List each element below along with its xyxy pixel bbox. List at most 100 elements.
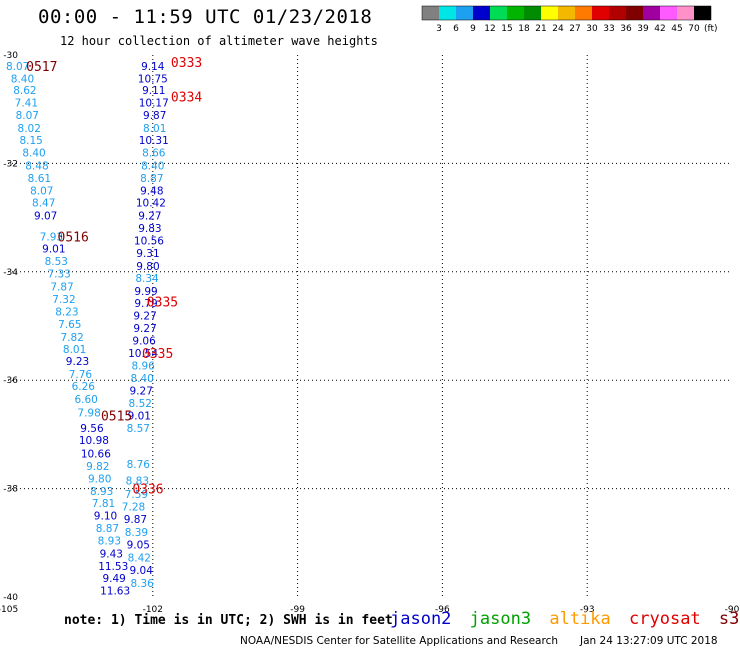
colorbar-swatch (439, 6, 456, 20)
colorbar-swatch (507, 6, 524, 20)
legend-s3a: s3a (718, 609, 740, 629)
wave-height-point: 8.53 (45, 256, 68, 268)
wave-height-point: 7.93 (40, 232, 63, 244)
legend-cryosat: cryosat (629, 609, 701, 629)
wave-height-point: 8.57 (127, 423, 150, 435)
wave-height-point: 7.41 (15, 98, 38, 110)
y-tick-label: -36 (3, 376, 18, 386)
y-tick-label: -32 (3, 159, 18, 169)
wave-height-point: 7.28 (122, 501, 145, 513)
colorbar-swatch (558, 6, 575, 20)
y-tick-label: -30 (3, 51, 18, 61)
wave-height-point: 9.99 (134, 286, 157, 298)
y-tick-label: -40 (3, 593, 18, 603)
wave-height-point: 7.33 (47, 268, 70, 280)
wave-height-point: 9.79 (134, 298, 157, 310)
wave-height-point: 10.42 (136, 197, 166, 209)
wave-height-point: 6.60 (74, 394, 97, 406)
time-label: 0336 (132, 483, 163, 498)
wave-height-point: 8.66 (142, 148, 166, 160)
wave-height-point: 8.62 (13, 85, 36, 97)
time-label: 0335 (142, 347, 173, 362)
generated-timestamp: Jan 24 13:27:09 UTC 2018 (580, 635, 718, 647)
wave-height-point: 9.82 (86, 461, 109, 473)
time-label: 0333 (171, 56, 202, 71)
colorbar-label: 27 (569, 24, 580, 34)
wave-height-point: 8.01 (63, 344, 86, 356)
wave-height-point: 8.07 (30, 186, 53, 198)
x-tick-label: -96 (435, 605, 450, 615)
wave-height-point: 9.23 (66, 356, 89, 368)
wave-height-point: 7.32 (52, 294, 75, 306)
wave-height-point: 9.01 (42, 243, 65, 255)
wave-height-point: 10.54 (128, 348, 158, 360)
colorbar-swatch (609, 6, 626, 20)
wave-height-point: 9.48 (140, 186, 163, 198)
colorbar-swatch (524, 6, 541, 20)
colorbar-swatch (643, 6, 660, 20)
satellite-legend: jason2 jason3 altika cryosat s3a (390, 609, 740, 629)
wave-height-point: 8.36 (130, 578, 154, 590)
x-tick-label: -105 (0, 605, 18, 615)
y-tick-label: -38 (3, 485, 18, 495)
colorbar-swatch (456, 6, 473, 20)
wave-height-point: 8.48 (25, 161, 48, 173)
wave-height-point: 8.40 (130, 373, 153, 385)
time-label: 0517 (26, 60, 57, 75)
colorbar-label: 36 (620, 24, 632, 34)
x-tick-label: -90 (725, 605, 740, 615)
colorbar-label: 3 (436, 24, 442, 34)
wave-height-point: 8.61 (28, 173, 51, 185)
time-label: 0335 (147, 296, 178, 311)
colorbar-label: 30 (586, 24, 598, 34)
time-label: 0516 (58, 231, 89, 246)
wave-height-point: 8.23 (55, 306, 78, 318)
wave-height-point: 8.15 (19, 135, 42, 147)
legend-jason2: jason2 (390, 609, 452, 629)
colorbar-label: 42 (654, 24, 665, 34)
wave-height-point: 9.10 (94, 511, 117, 523)
wave-height-point: 8.01 (143, 123, 166, 135)
wave-height-point: 11.63 (100, 585, 130, 597)
wave-height-point: 8.40 (141, 161, 164, 173)
wave-height-point: 9.01 (128, 410, 151, 422)
wave-height-point: 9.31 (136, 248, 159, 260)
legend-altika: altika (549, 609, 611, 629)
wave-height-point: 8.39 (125, 527, 148, 539)
y-tick-label: -34 (3, 268, 18, 278)
wave-height-point: 8.87 (96, 523, 119, 535)
colorbar-swatch (575, 6, 592, 20)
wave-height-point: 8.52 (129, 398, 152, 410)
wave-height-point: 9.27 (133, 311, 156, 323)
colorbar-frame (421, 5, 712, 21)
colorbar-swatch (473, 6, 490, 20)
wave-height-point: 8.34 (135, 273, 159, 285)
wave-height-point: 8.40 (22, 148, 45, 160)
colorbar-label: 24 (552, 24, 564, 34)
wave-height-point: 9.27 (133, 323, 156, 335)
colorbar-swatch (422, 6, 439, 20)
wave-height-point: 7.65 (58, 319, 81, 331)
wave-height-point: 8.07 (16, 110, 39, 122)
wave-height-point: 9.80 (88, 473, 111, 485)
wave-height-point: 10.98 (79, 435, 109, 447)
colorbar-label: 70 (688, 24, 700, 34)
wave-height-point: 8.02 (18, 123, 41, 135)
wave-height-point: 10.75 (138, 73, 168, 85)
colorbar-label: 12 (484, 24, 495, 34)
wave-height-point: 9.27 (138, 210, 161, 222)
wave-height-point: 9.80 (136, 261, 159, 273)
wave-height-point: 8.87 (140, 173, 163, 185)
colorbar-swatch (660, 6, 677, 20)
colorbar-label: 18 (518, 24, 530, 34)
wave-height-point: 10.31 (139, 135, 169, 147)
wave-height-point: 10.17 (139, 98, 169, 110)
page-title: 00:00 - 11:59 UTC 01/23/2018 (38, 6, 373, 28)
color-scale-bar: 3 6 9 12 15 18 21 24 27 30 33 36 39 42 45 70 (ft) (421, 5, 718, 34)
units-note: note: 1) Time is in UTC; 2) SWH is in fe… (64, 613, 393, 628)
wave-height-point: 9.05 (127, 539, 150, 551)
legend-jason3: jason3 (469, 609, 532, 629)
wave-height-point: 7.59 (125, 489, 148, 501)
wave-height-point: 9.11 (142, 85, 165, 97)
wave-height-point: 9.56 (80, 423, 104, 435)
